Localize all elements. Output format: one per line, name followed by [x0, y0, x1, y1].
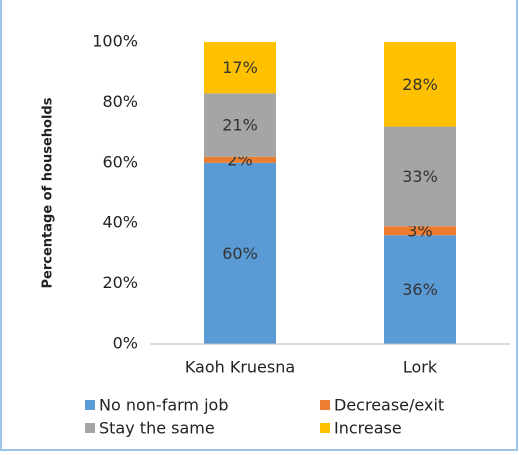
x-tick-label: Kaoh Kruesna	[185, 358, 295, 377]
y-tick-label: 0%	[113, 334, 138, 353]
bar-segment	[204, 156, 276, 163]
y-tick-label: 60%	[102, 152, 138, 171]
legend-swatch	[85, 423, 95, 433]
data-label: 21%	[222, 116, 258, 135]
bar-segment	[384, 42, 456, 127]
data-label: 33%	[402, 167, 438, 186]
data-label: 28%	[402, 75, 438, 94]
y-tick-label: 80%	[102, 92, 138, 111]
y-tick-label: 20%	[102, 273, 138, 292]
data-label: 17%	[222, 58, 258, 77]
bar-segment	[204, 162, 276, 344]
bar-segment	[204, 93, 276, 157]
y-tick-label: 100%	[92, 32, 138, 51]
data-label: 60%	[222, 244, 258, 263]
legend-swatch	[320, 423, 330, 433]
bar-segment	[204, 42, 276, 94]
legend-label: Increase	[334, 419, 402, 438]
data-label: 36%	[402, 280, 438, 299]
legend-label: Stay the same	[99, 419, 215, 438]
bar-segment	[384, 226, 456, 236]
legend-label: Decrease/exit	[334, 396, 444, 415]
y-tick-label: 40%	[102, 213, 138, 232]
legend-swatch	[320, 400, 330, 410]
bar-segment	[384, 126, 456, 227]
y-axis-label: Percentage of households	[41, 97, 56, 288]
x-tick-label: Lork	[403, 358, 438, 377]
legend-label: No non-farm job	[99, 396, 228, 415]
legend-swatch	[85, 400, 95, 410]
bar-segment	[384, 235, 456, 344]
